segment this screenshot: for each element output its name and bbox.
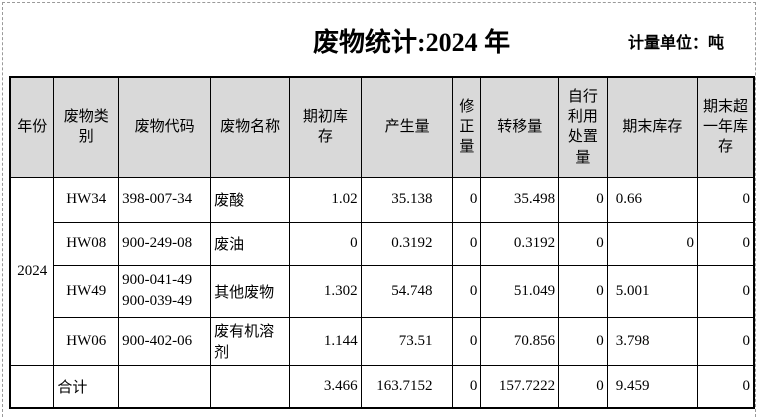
cell-transferred[interactable]: 35.498 xyxy=(480,176,560,223)
header-closing-over-one-year[interactable]: 期末超 一年库 存 xyxy=(696,76,755,178)
header-correction-amount[interactable]: 修 正 量 xyxy=(452,76,482,178)
cell-waste-category[interactable]: HW49 xyxy=(53,264,120,318)
cell-correction[interactable]: 0 xyxy=(452,221,482,266)
header-waste-category[interactable]: 废物类 别 xyxy=(53,76,120,178)
cell-generated[interactable]: 54.748 xyxy=(360,264,454,318)
cell-total-label[interactable]: 合计 xyxy=(53,364,120,409)
table-row: HW49 900-041-49 900-039-49 其他废物 1.302 54.748… xyxy=(10,264,755,318)
header-transferred-amount[interactable]: 转移量 xyxy=(480,76,560,178)
cell-waste-code[interactable]: 900-041-49 900-039-49 xyxy=(118,264,212,318)
cell-opening-stock[interactable]: 3.466 xyxy=(289,364,362,409)
cell-closing-stock[interactable]: 5.001 xyxy=(606,264,698,318)
cell-self-disposal[interactable]: 0 xyxy=(558,176,608,223)
waste-statistics-table: 年份 废物类 别 废物代码 废物名称 期初库 存 产生量 修 正 量 转移量 自… xyxy=(9,76,755,409)
cell-generated[interactable]: 163.7152 xyxy=(360,364,454,409)
cell-self-disposal[interactable]: 0 xyxy=(558,221,608,266)
cell-waste-name[interactable]: 废有机溶剂 xyxy=(210,316,291,366)
cell-closing-stock[interactable]: 0 xyxy=(606,221,698,266)
cell-correction[interactable]: 0 xyxy=(452,316,482,366)
header-opening-stock[interactable]: 期初库 存 xyxy=(289,76,362,178)
cell-opening-stock[interactable]: 1.144 xyxy=(289,316,362,366)
cell-transferred[interactable]: 157.7222 xyxy=(480,364,560,409)
cell-generated[interactable]: 73.51 xyxy=(360,316,454,366)
cell-self-disposal[interactable]: 0 xyxy=(558,264,608,318)
table-body: 2024 HW34 398-007-34 废酸 1.02 35.138 0 35.498 0 0.… xyxy=(9,176,755,409)
cell-closing-over-year[interactable]: 0 xyxy=(696,176,755,223)
table-row: HW06 900-402-06 废有机溶剂 1.144 73.51 0 70.856 0 3.7… xyxy=(10,316,755,366)
cell-closing-over-year[interactable]: 0 xyxy=(696,316,755,366)
cell-waste-code[interactable]: 398-007-34 xyxy=(118,176,212,223)
header-closing-stock[interactable]: 期末库存 xyxy=(606,76,698,178)
cell-waste-code-empty[interactable] xyxy=(118,364,212,409)
table-header-row: 年份 废物类 别 废物代码 废物名称 期初库 存 产生量 修 正 量 转移量 自… xyxy=(9,76,755,178)
cell-waste-name[interactable]: 其他废物 xyxy=(210,264,291,318)
cell-closing-over-year[interactable]: 0 xyxy=(696,264,755,318)
cell-waste-name[interactable]: 废酸 xyxy=(210,176,291,223)
header-waste-code[interactable]: 废物代码 xyxy=(118,76,212,178)
cell-closing-stock[interactable]: 0.66 xyxy=(606,176,698,223)
table-total-row: 合计 3.466 163.7152 0 157.7222 0 9.459 0 xyxy=(9,364,755,409)
cell-opening-stock[interactable]: 1.302 xyxy=(289,264,362,318)
cell-closing-over-year[interactable]: 0 xyxy=(696,364,755,409)
header-waste-name[interactable]: 废物名称 xyxy=(210,76,291,178)
cell-opening-stock[interactable]: 0 xyxy=(289,221,362,266)
cell-correction[interactable]: 0 xyxy=(452,364,482,409)
cell-waste-category[interactable]: HW06 xyxy=(53,316,120,366)
cell-waste-category[interactable]: HW08 xyxy=(53,221,120,266)
cell-year-empty[interactable] xyxy=(9,364,55,409)
cell-closing-stock[interactable]: 9.459 xyxy=(606,364,698,409)
cell-transferred[interactable]: 0.3192 xyxy=(480,221,560,266)
cell-waste-code[interactable]: 900-249-08 xyxy=(118,221,212,266)
cell-correction[interactable]: 0 xyxy=(452,176,482,223)
cell-waste-name[interactable]: 废油 xyxy=(210,221,291,266)
cell-closing-over-year[interactable]: 0 xyxy=(696,221,755,266)
table-row: 2024 HW34 398-007-34 废酸 1.02 35.138 0 35.498 0 0.… xyxy=(9,176,755,366)
cell-transferred[interactable]: 70.856 xyxy=(480,316,560,366)
cell-waste-code[interactable]: 900-402-06 xyxy=(118,316,212,366)
cell-generated[interactable]: 0.3192 xyxy=(360,221,454,266)
cell-self-disposal[interactable]: 0 xyxy=(558,364,608,409)
header-year[interactable]: 年份 xyxy=(9,76,55,178)
cell-waste-category[interactable]: HW34 xyxy=(53,176,120,223)
header-self-disposal-amount[interactable]: 自行 利用 处置 量 xyxy=(558,76,608,178)
header-generated-amount[interactable]: 产生量 xyxy=(360,76,454,178)
cell-self-disposal[interactable]: 0 xyxy=(558,316,608,366)
cell-year[interactable]: 2024 xyxy=(9,176,55,366)
cell-closing-stock[interactable]: 3.798 xyxy=(606,316,698,366)
table-row: HW08 900-249-08 废油 0 0.3192 0 0.3192 0 0 0 xyxy=(10,221,755,266)
cell-waste-name-empty[interactable] xyxy=(210,364,291,409)
cell-generated[interactable]: 35.138 xyxy=(360,176,454,223)
cell-transferred[interactable]: 51.049 xyxy=(480,264,560,318)
unit-label: 计量单位：吨 xyxy=(628,35,725,52)
page-title: 废物统计:2024 年 xyxy=(313,28,511,57)
cell-correction[interactable]: 0 xyxy=(452,264,482,318)
cell-opening-stock[interactable]: 1.02 xyxy=(289,176,362,223)
